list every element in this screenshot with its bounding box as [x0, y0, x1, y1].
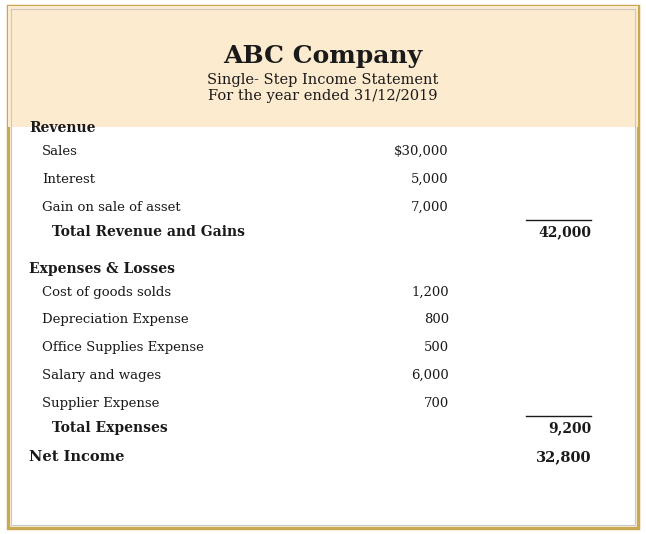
- Text: 7,000: 7,000: [412, 201, 449, 214]
- Text: Depreciation Expense: Depreciation Expense: [42, 313, 189, 326]
- Text: Total Expenses: Total Expenses: [52, 421, 167, 435]
- Text: Office Supplies Expense: Office Supplies Expense: [42, 341, 204, 354]
- Text: Gain on sale of asset: Gain on sale of asset: [42, 201, 181, 214]
- Text: 700: 700: [424, 397, 449, 410]
- Text: Cost of goods solds: Cost of goods solds: [42, 286, 171, 299]
- Text: 9,200: 9,200: [548, 421, 591, 435]
- Text: Net Income: Net Income: [29, 450, 125, 465]
- Text: Interest: Interest: [42, 173, 95, 186]
- Text: 5,000: 5,000: [412, 173, 449, 186]
- Text: Salary and wages: Salary and wages: [42, 369, 161, 382]
- Text: $30,000: $30,000: [394, 145, 449, 158]
- Text: Supplier Expense: Supplier Expense: [42, 397, 160, 410]
- Text: ABC Company: ABC Company: [224, 44, 422, 68]
- FancyBboxPatch shape: [8, 6, 638, 528]
- Text: 1,200: 1,200: [412, 286, 449, 299]
- Text: 42,000: 42,000: [538, 225, 591, 239]
- Text: For the year ended 31/12/2019: For the year ended 31/12/2019: [208, 89, 438, 103]
- Text: 800: 800: [424, 313, 449, 326]
- Text: Revenue: Revenue: [29, 121, 96, 135]
- Text: Total Revenue and Gains: Total Revenue and Gains: [52, 225, 245, 239]
- Text: 6,000: 6,000: [412, 369, 449, 382]
- Text: Expenses & Losses: Expenses & Losses: [29, 262, 175, 276]
- Text: Sales: Sales: [42, 145, 78, 158]
- FancyBboxPatch shape: [8, 6, 638, 127]
- Text: 32,800: 32,800: [536, 450, 591, 465]
- Text: Single- Step Income Statement: Single- Step Income Statement: [207, 73, 439, 87]
- Text: 500: 500: [424, 341, 449, 354]
